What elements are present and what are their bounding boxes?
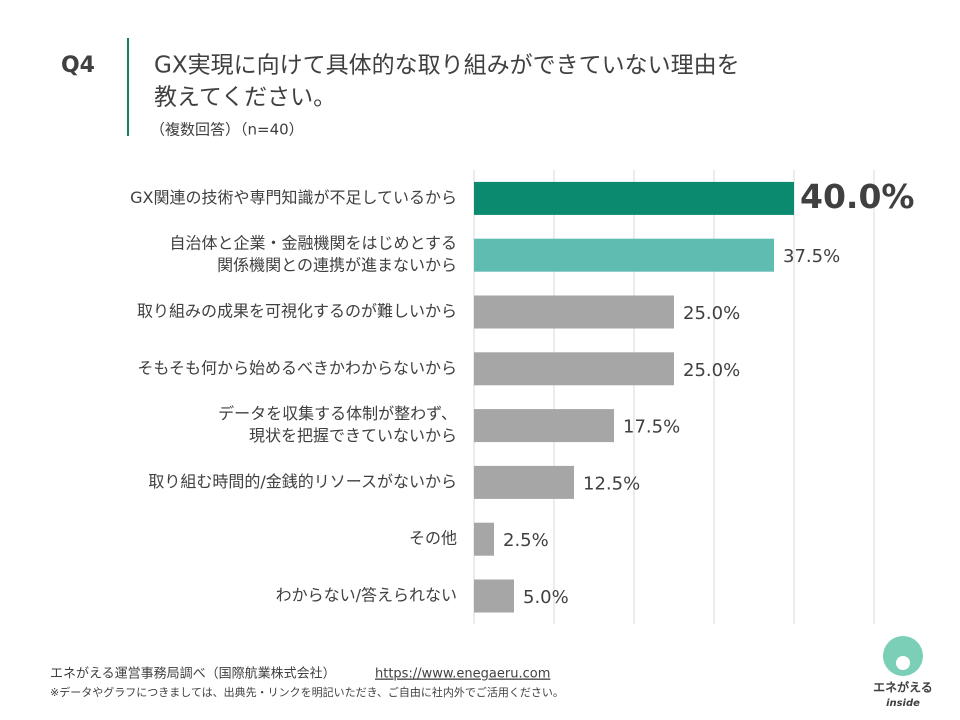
category-label: GX関連の技術や専門知識が不足しているから [130,188,457,207]
category-label: そもそも何から始めるべきかわからないから [137,358,457,377]
value-label: 37.5% [783,246,840,267]
value-label: 17.5% [623,417,680,438]
category-label: データを収集する体制が整わず、 [218,404,457,423]
logo-icon [896,656,910,670]
source-link[interactable]: https://www.enegaeru.com [375,667,550,682]
value-label: 25.0% [683,303,740,324]
chart-title: 教えてください。 [154,85,336,111]
bar [474,295,674,329]
bar [474,579,514,613]
question-number: Q4 [61,53,95,78]
value-label: 5.0% [523,587,569,608]
category-label: 関係機関との連携が進まないから [217,256,457,275]
value-label: 2.5% [503,530,549,551]
bar [474,409,614,443]
bar [474,352,674,386]
category-label: わからない/答えられない [276,586,457,605]
category-label: 取り組む時間的/金銭的リソースがないから [148,472,457,491]
value-label: 12.5% [583,473,640,494]
bar [474,238,774,272]
bar [474,181,794,215]
category-label: 自治体と企業・金融機関をはじめとする [169,234,457,253]
bar [474,522,494,556]
category-label: 現状を把握できていないから [249,426,457,445]
source: エネがえる運営事務局調べ（国際航業株式会社） [50,666,336,682]
category-label: その他 [409,529,457,548]
category-label: 取り組みの成果を可視化するのが難しいから [137,302,457,321]
subtitle: （複数回答）（n=40） [150,121,304,139]
chart-title: GX実現に向けて具体的な取り組みができていない理由を [154,53,740,79]
bar [474,465,574,499]
value-label: 40.0% [800,177,915,216]
value-label: 25.0% [683,360,740,381]
logo-sub: inside [886,698,920,709]
note: ※データやグラフにつきましては、出典先・リンクを明記いただき、ご自由に社内外でご… [50,685,564,699]
logo-name: エネがえる [873,680,933,695]
